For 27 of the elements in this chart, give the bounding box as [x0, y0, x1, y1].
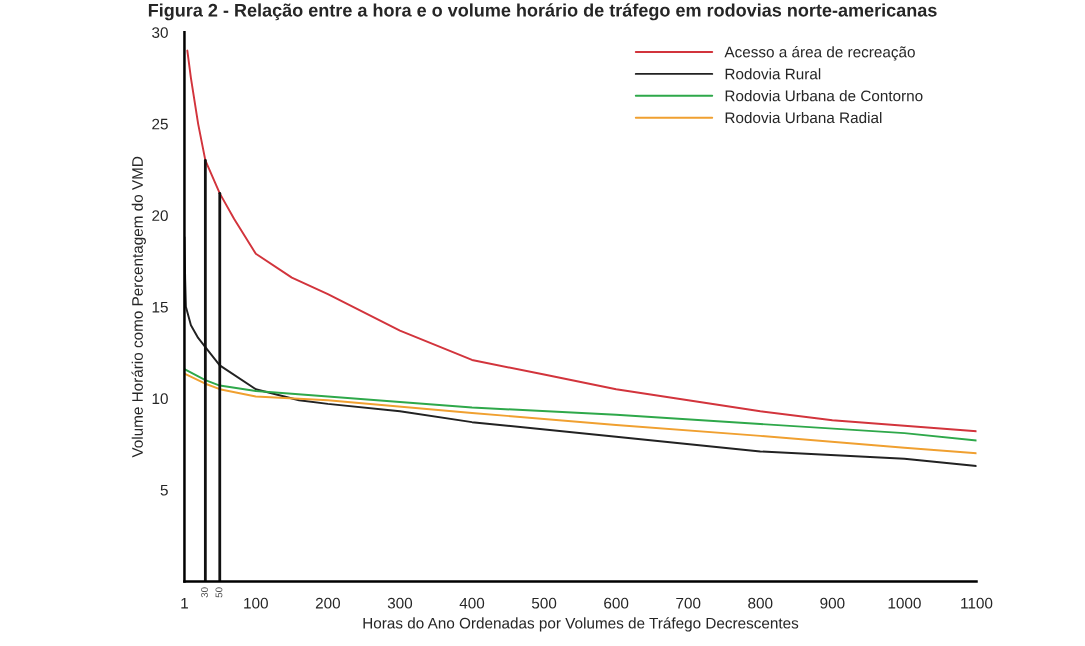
legend-label: Acesso a área de recreação: [724, 46, 915, 61]
y-axis-title: Volume Horário como Percentagem do VMD: [131, 156, 146, 458]
x-tick-label: 600: [604, 597, 629, 609]
y-tick-label: 25: [152, 118, 168, 130]
y-tick-label: 10: [152, 393, 168, 405]
x-tick-label: 400: [459, 597, 485, 609]
chart-title: Figura 2 - Relação entre a hora e o volume horário de tráfego em rodovias norte-americanas: [148, 3, 937, 21]
x-tick-label: 900: [820, 597, 845, 609]
x-tick-label: 500: [531, 597, 557, 609]
y-tick-label: 30: [152, 27, 168, 38]
x-tick-label: 300: [387, 597, 413, 609]
x-tick-label: 200: [315, 597, 341, 609]
ref-line-label: 30: [201, 587, 208, 598]
x-tick-label: 800: [748, 597, 773, 609]
x-axis-title: Horas do Ano Ordenadas por Volumes de Tráfego Decrescentes: [363, 617, 799, 632]
x-tick-label: 100: [244, 597, 268, 609]
legend-label: Rodovia Urbana de Contorno: [725, 90, 923, 102]
x-tick-label: 1: [181, 597, 188, 609]
y-tick-label: 15: [152, 301, 168, 313]
y-tick-label: 5: [160, 484, 168, 496]
legend-label: Rodovia Urbana Radial: [725, 111, 882, 124]
ref-line-label: 50: [215, 587, 223, 598]
x-tick-label: 700: [676, 597, 701, 609]
y-tick-label: 20: [152, 210, 168, 222]
x-tick-label: 1000: [888, 597, 921, 609]
x-tick-label: 1100: [961, 597, 993, 609]
legend-label: Rodovia Rural: [725, 68, 821, 80]
